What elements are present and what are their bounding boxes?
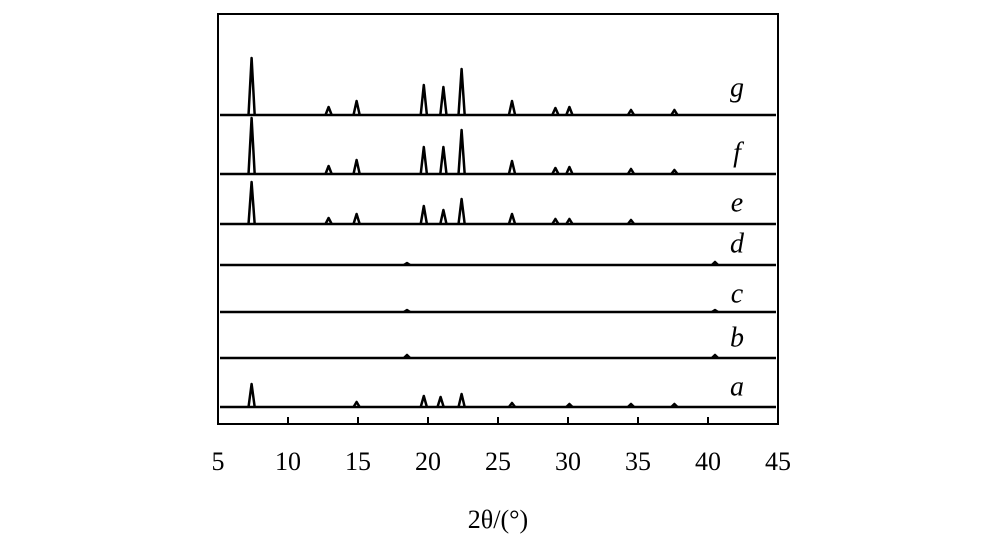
series-label: g xyxy=(730,72,744,103)
peak xyxy=(419,204,429,225)
peak xyxy=(711,353,719,359)
peak xyxy=(457,197,466,225)
x-tick-label: 20 xyxy=(415,447,441,476)
x-tick-label: 40 xyxy=(695,447,721,476)
series-label: b xyxy=(730,322,744,353)
peak xyxy=(626,167,636,175)
peak xyxy=(352,99,361,116)
peak xyxy=(565,165,574,175)
series-label: e xyxy=(731,187,743,218)
peak xyxy=(507,212,517,225)
peak xyxy=(565,402,574,408)
peak xyxy=(352,400,361,408)
series-label: d xyxy=(730,228,745,259)
peak xyxy=(419,394,429,408)
x-tick-label: 45 xyxy=(765,447,791,476)
peak xyxy=(711,260,719,266)
peak xyxy=(670,108,679,116)
peak xyxy=(436,395,445,408)
x-tick-label: 10 xyxy=(275,447,301,476)
peak xyxy=(439,208,448,225)
peak xyxy=(403,353,411,359)
x-tick-label: 25 xyxy=(485,447,511,476)
series-label: c xyxy=(731,278,744,309)
peak xyxy=(551,106,560,116)
peak xyxy=(324,105,333,116)
peak xyxy=(551,166,560,175)
peak xyxy=(439,85,448,116)
peak xyxy=(507,99,517,116)
peak xyxy=(457,67,466,116)
peak xyxy=(247,180,256,225)
peak xyxy=(565,105,574,116)
peak xyxy=(247,116,256,175)
peak xyxy=(457,392,466,408)
peak xyxy=(457,128,466,175)
plot-frame xyxy=(217,13,779,425)
peak xyxy=(627,402,635,408)
peak xyxy=(565,217,574,225)
peak xyxy=(551,217,560,225)
x-tick-label: 35 xyxy=(625,447,651,476)
peak xyxy=(247,382,256,408)
peak xyxy=(247,56,256,116)
series-label: a xyxy=(730,371,744,402)
peak xyxy=(324,216,333,225)
peak xyxy=(324,164,333,175)
x-axis-label: 2θ/(°) xyxy=(468,505,528,534)
x-tick-label: 15 xyxy=(345,447,371,476)
peak xyxy=(352,158,361,175)
x-tick-label: 5 xyxy=(212,447,225,476)
peak xyxy=(626,218,636,225)
series-label: f xyxy=(733,137,744,168)
peak xyxy=(419,145,429,175)
peak xyxy=(670,402,679,408)
peak xyxy=(352,212,361,225)
peak xyxy=(711,308,719,314)
peak xyxy=(507,401,517,408)
peak xyxy=(439,145,448,175)
peak xyxy=(626,108,636,116)
x-tick-label: 30 xyxy=(555,447,581,476)
peak xyxy=(670,168,679,175)
peak xyxy=(403,308,411,314)
peak xyxy=(507,159,517,175)
peak xyxy=(419,83,429,116)
peak xyxy=(403,261,411,267)
